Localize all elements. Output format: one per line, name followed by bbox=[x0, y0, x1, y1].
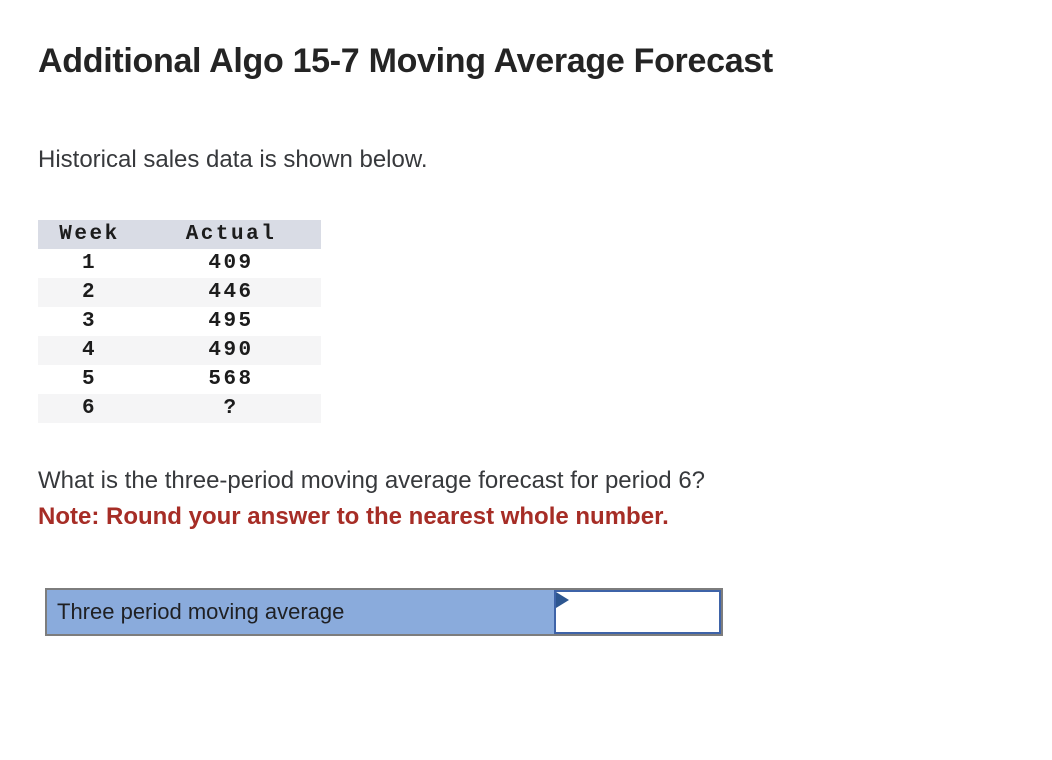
table-row: 4 490 bbox=[38, 336, 321, 365]
actual-cell: 568 bbox=[208, 368, 254, 391]
actual-cell: 409 bbox=[208, 252, 254, 275]
note-text: Note: Round your answer to the nearest w… bbox=[38, 503, 669, 530]
table-row: 3 495 bbox=[38, 307, 321, 336]
table-row: 6 ? bbox=[38, 394, 321, 423]
answer-label: Three period moving average bbox=[57, 599, 345, 624]
week-cell: 3 bbox=[81, 310, 98, 333]
week-column-header: Week bbox=[59, 223, 120, 246]
answer-label-cell: Three period moving average bbox=[47, 590, 554, 634]
actual-cell: 490 bbox=[208, 339, 254, 362]
page-title: Additional Algo 15-7 Moving Average Fore… bbox=[38, 42, 773, 80]
week-cell: 1 bbox=[81, 252, 98, 275]
actual-cell: 495 bbox=[208, 310, 254, 333]
week-cell: 6 bbox=[81, 397, 98, 420]
table-row: 5 568 bbox=[38, 365, 321, 394]
actual-cell: ? bbox=[223, 397, 239, 420]
week-cell: 2 bbox=[81, 281, 98, 304]
table-row: 1 409 bbox=[38, 249, 321, 278]
answer-input[interactable] bbox=[556, 592, 719, 632]
actual-cell: 446 bbox=[208, 281, 254, 304]
week-cell: 5 bbox=[81, 368, 98, 391]
table-header-row: Week Actual bbox=[38, 220, 321, 249]
intro-text: Historical sales data is shown below. bbox=[38, 146, 428, 173]
table-row: 2 446 bbox=[38, 278, 321, 307]
question-text: What is the three-period moving average … bbox=[38, 467, 706, 494]
week-cell: 4 bbox=[81, 339, 98, 362]
answer-row: Three period moving average bbox=[45, 588, 723, 636]
question-page: Additional Algo 15-7 Moving Average Fore… bbox=[38, 42, 773, 636]
answer-input-cell[interactable] bbox=[554, 590, 721, 634]
actual-column-header: Actual bbox=[185, 223, 277, 246]
sales-data-table: Week Actual 1 409 2 446 3 495 4 490 5 bbox=[38, 220, 321, 423]
